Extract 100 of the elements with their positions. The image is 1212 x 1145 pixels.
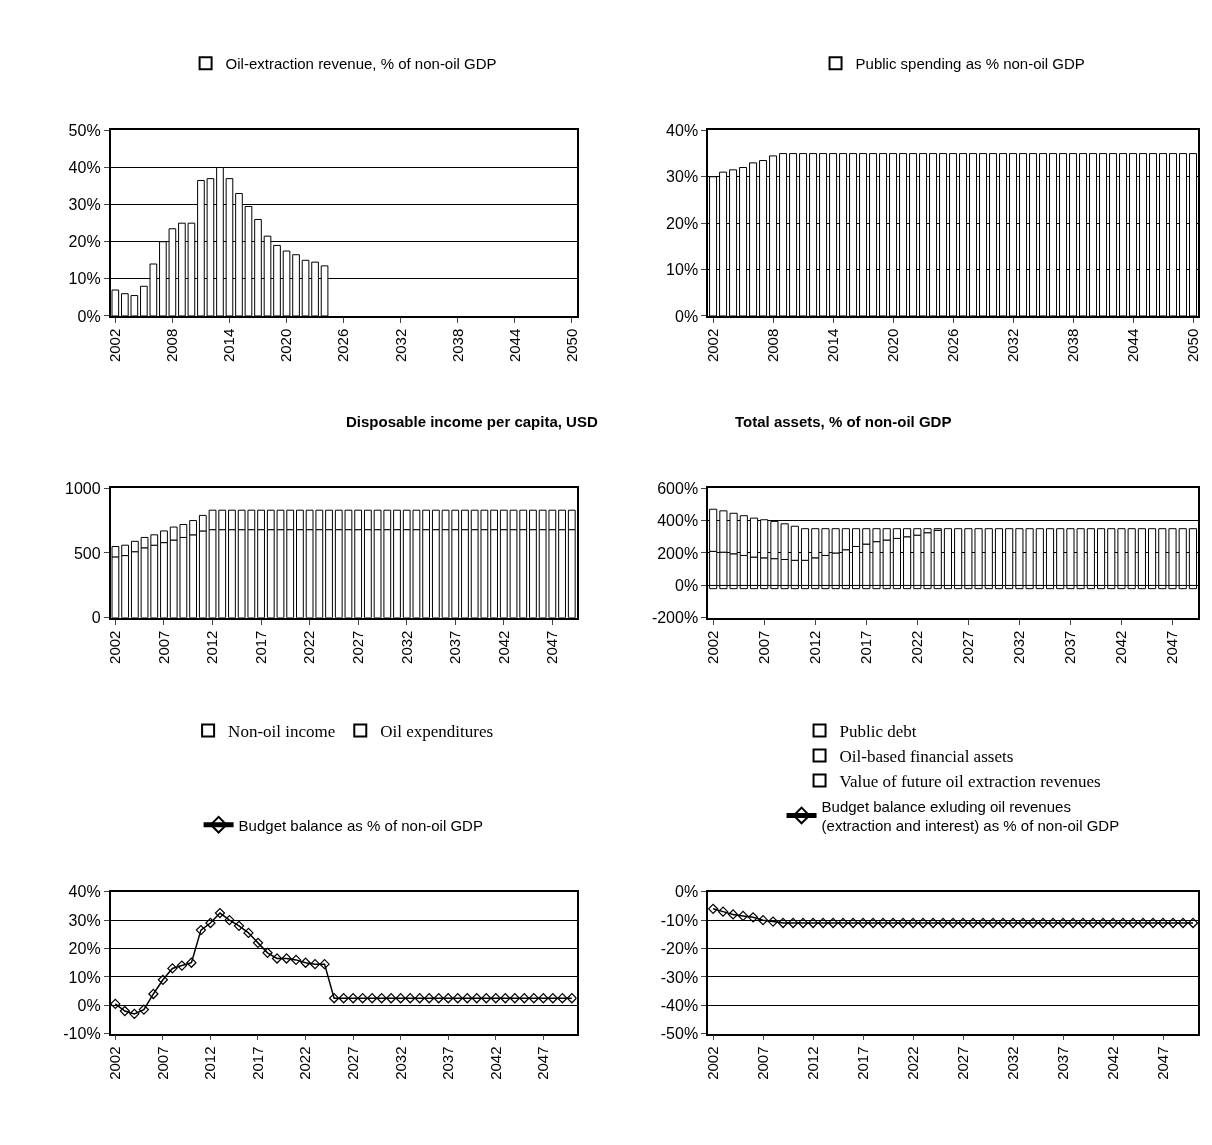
point — [767, 916, 779, 927]
y-tick-label: 40% — [68, 883, 101, 901]
point — [281, 953, 292, 964]
point — [252, 937, 264, 949]
point — [827, 917, 839, 929]
y-tick-label: 200% — [657, 544, 699, 562]
point — [366, 993, 378, 1004]
x-tick-label: 2047 — [534, 1046, 552, 1080]
legend-label: Oil-based financial assets — [839, 747, 1014, 767]
point — [157, 974, 169, 985]
point — [243, 927, 254, 939]
chart-title: Total assets, % of non-oil GDP — [735, 413, 952, 430]
x-tick-label: 2047 — [1163, 630, 1181, 664]
point — [787, 917, 799, 929]
y-tick-label: -20% — [660, 940, 699, 958]
point — [1097, 917, 1109, 929]
chart-title: Disposable income per capita, USD — [346, 413, 598, 430]
legend-label: Budget balance exluding oil revenues (extraction and interest) as % of non-oil GDP — [821, 797, 1120, 835]
x-tick-label: 2037 — [439, 1046, 457, 1080]
point — [319, 959, 330, 970]
point — [462, 993, 473, 1004]
point — [129, 1008, 140, 1020]
y-tick-label: 20% — [666, 214, 699, 232]
y-tick-label: 0 — [91, 609, 101, 627]
x-tick-label: 2022 — [300, 630, 318, 664]
x-tick-label: 2050 — [562, 328, 580, 363]
point — [538, 993, 549, 1004]
point — [757, 915, 769, 926]
point — [717, 906, 729, 917]
y-tick-label: 0% — [675, 883, 699, 901]
y-tick-label: -30% — [660, 968, 699, 986]
point — [1167, 917, 1179, 929]
y-tick-label: 50% — [68, 121, 101, 139]
point — [987, 917, 999, 929]
x-tick-label: 2008 — [163, 328, 181, 363]
point — [186, 957, 197, 968]
x-tick-label: 2042 — [1103, 1046, 1121, 1080]
point — [309, 959, 321, 970]
y-tick-label: 30% — [666, 168, 699, 186]
y-tick-label: 20% — [68, 233, 101, 251]
x-tick-label: 2027 — [349, 630, 367, 664]
x-tick-label: 2037 — [1061, 630, 1079, 664]
point — [262, 947, 273, 958]
point — [837, 917, 849, 929]
point — [290, 954, 302, 966]
point — [1127, 917, 1139, 929]
point — [1147, 917, 1159, 929]
x-tick-label: 2012 — [203, 630, 221, 664]
x-tick-label: 2002 — [106, 328, 124, 363]
x-tick-label: 2038 — [1063, 328, 1081, 363]
point — [1137, 917, 1149, 929]
x-tick-label: 2026 — [943, 328, 961, 363]
point — [937, 917, 949, 929]
x-tick-label: 2007 — [753, 1046, 771, 1080]
x-tick-label: 2032 — [1003, 1046, 1021, 1080]
point — [557, 993, 568, 1004]
y-tick-label: 40% — [666, 121, 699, 139]
x-tick-label: 2002 — [704, 630, 722, 664]
y-tick-label: -40% — [660, 996, 699, 1014]
point — [1187, 917, 1199, 929]
point — [927, 917, 939, 929]
point — [328, 993, 340, 1004]
y-tick-label: 0% — [675, 307, 699, 325]
y-tick-label: 500 — [73, 544, 101, 562]
point — [138, 1004, 150, 1015]
point — [857, 917, 869, 929]
y-tick-label: 10% — [68, 968, 101, 986]
point — [481, 993, 492, 1004]
point — [917, 917, 929, 929]
point — [867, 917, 879, 929]
point — [1007, 917, 1019, 929]
x-tick-label: 2022 — [903, 1046, 921, 1080]
y-tick-label: 30% — [68, 911, 101, 929]
point — [110, 998, 121, 1010]
point — [519, 993, 530, 1004]
point — [357, 993, 368, 1004]
y-tick-label: 600% — [657, 479, 699, 497]
point — [1117, 917, 1129, 929]
x-tick-label: 2017 — [248, 1046, 266, 1080]
point — [176, 960, 188, 971]
point — [708, 903, 719, 914]
point — [737, 910, 749, 922]
point — [452, 993, 463, 1004]
point — [443, 993, 454, 1004]
x-tick-label: 2017 — [857, 630, 875, 664]
legend-label: Oil-extraction revenue, % of non-oil GDP — [225, 55, 497, 73]
x-tick-label: 2032 — [1003, 328, 1021, 363]
point — [167, 963, 178, 974]
point — [433, 993, 444, 1004]
point — [1067, 917, 1079, 929]
y-tick-label: 1000 — [65, 479, 101, 497]
point — [1037, 917, 1049, 929]
y-tick-label: 0% — [77, 996, 101, 1014]
x-tick-label: 2027 — [343, 1046, 361, 1080]
point — [967, 917, 979, 929]
x-tick-label: 2012 — [803, 1046, 821, 1080]
legend-label: Non-oil income — [228, 722, 336, 742]
legend-label: Oil expenditures — [380, 722, 494, 742]
x-tick-label: 2008 — [763, 328, 781, 363]
point — [1047, 917, 1059, 929]
